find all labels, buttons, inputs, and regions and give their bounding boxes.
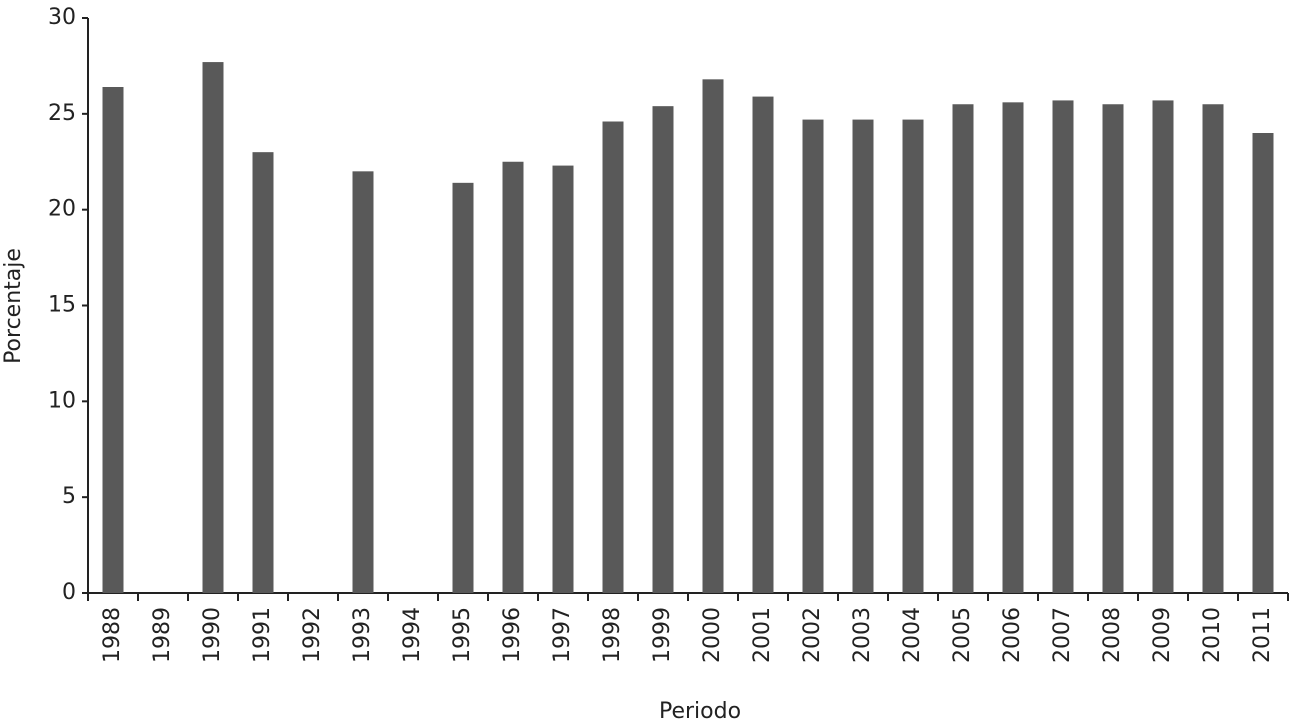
x-tick-label: 2004	[900, 607, 925, 663]
bar	[552, 165, 574, 594]
bar	[102, 87, 124, 593]
x-tick-label: 2011	[1250, 607, 1275, 663]
bar	[452, 182, 474, 594]
x-tick-label: 2000	[700, 607, 725, 663]
y-tick-label: 30	[48, 5, 76, 30]
x-tick-label: 2007	[1050, 607, 1075, 663]
bar	[1152, 100, 1174, 594]
y-tick-label: 20	[48, 197, 76, 222]
bar	[602, 121, 624, 593]
x-tick-label: 2009	[1150, 607, 1175, 663]
x-axis-title: Periodo	[659, 699, 741, 724]
x-tick-label: 2008	[1100, 607, 1125, 663]
x-tick-label: 1992	[300, 607, 325, 663]
x-tick-label: 1996	[500, 607, 525, 663]
bar	[1252, 133, 1274, 593]
x-tick-label: 1993	[350, 607, 375, 663]
y-axis-title: Porcentaje	[1, 248, 26, 364]
x-tick-label: 1995	[450, 607, 475, 663]
x-tick-label: 1991	[250, 607, 275, 663]
x-tick-label: 2010	[1200, 607, 1225, 663]
x-tick-label: 1994	[400, 607, 425, 663]
y-tick-label: 25	[48, 101, 76, 126]
bar	[702, 79, 724, 594]
y-tick-label: 5	[62, 484, 76, 509]
bar	[202, 62, 224, 594]
bar	[752, 96, 774, 593]
y-tick-label: 10	[48, 388, 76, 413]
bar	[1002, 102, 1024, 593]
x-tick-label: 1999	[650, 607, 675, 663]
x-tick-label: 2006	[1000, 607, 1025, 663]
y-tick-label: 15	[48, 293, 76, 318]
bar	[952, 104, 974, 593]
bar	[802, 119, 824, 593]
bar	[502, 161, 524, 593]
x-tick-label: 1990	[200, 607, 225, 663]
bar	[1102, 104, 1124, 593]
bar	[1052, 100, 1074, 594]
x-tick-label: 2002	[800, 607, 825, 663]
bar	[1202, 104, 1224, 593]
bar	[252, 152, 274, 593]
x-tick-label: 1998	[600, 607, 625, 663]
x-tick-label: 1989	[150, 607, 175, 663]
y-tick-label: 0	[62, 580, 76, 605]
bar	[902, 119, 924, 593]
x-tick-label: 2003	[850, 607, 875, 663]
bar	[652, 106, 674, 594]
bar	[852, 119, 874, 593]
x-tick-label: 2005	[950, 607, 975, 663]
x-tick-label: 2001	[750, 607, 775, 663]
bar	[352, 171, 374, 594]
x-tick-label: 1988	[100, 607, 125, 663]
x-tick-label: 1997	[550, 607, 575, 663]
